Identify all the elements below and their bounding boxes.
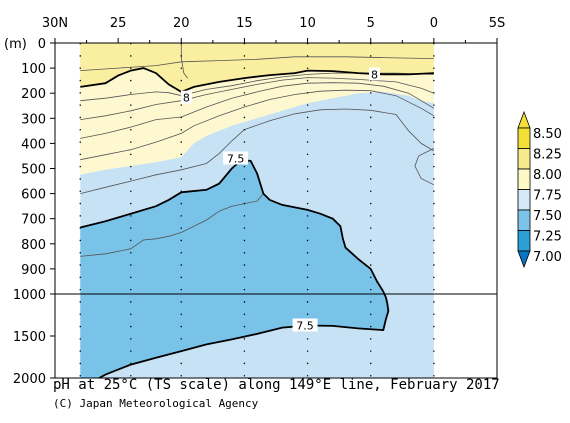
- contour-label-bg: [223, 151, 249, 165]
- contour-label-bg: [292, 318, 318, 332]
- colorbar-level-label: 8.25: [533, 148, 562, 163]
- y-tick-label: 500: [21, 163, 46, 178]
- contour-label: 7.5: [227, 152, 245, 165]
- x-tick-label: 15: [236, 16, 253, 31]
- x-tick-label: 25: [110, 16, 127, 31]
- contour-line-thin-7: [414, 148, 435, 186]
- colorbar-segment: [517, 168, 531, 190]
- colorbar-segment: [517, 209, 531, 231]
- colorbar-bottom-extension: [517, 250, 531, 269]
- y-tick-label: 2000: [13, 372, 46, 387]
- colorbar: 8.50 8.25 8.00 7.75 7.50 7.25 7.00: [517, 110, 562, 269]
- contour-line-thin-5: [80, 89, 435, 161]
- y-tick-label: 0: [38, 37, 46, 52]
- contour-label-bg: [180, 90, 192, 104]
- y-tick-label: 200: [21, 87, 46, 102]
- band-8-00-to-8-25: [80, 43, 434, 92]
- contour-fill-layer: [80, 43, 434, 378]
- x-tick-label: 5S: [489, 16, 506, 31]
- contour-line-8: [80, 67, 434, 93]
- x-tick-label: 20: [173, 16, 190, 31]
- colorbar-level-label: 8.50: [533, 127, 562, 142]
- x-tick-label: 5: [367, 16, 375, 31]
- y-axis-unit: (m): [4, 37, 27, 52]
- colorbar-level-label: 7.00: [533, 250, 562, 265]
- chart-title: pH at 25°C (TS scale) along 149°E line, …: [53, 377, 500, 393]
- contour-line-thin-4: [80, 82, 435, 139]
- chart-credit: (C) Japan Meteorological Agency: [53, 397, 259, 410]
- y-tick-label: 900: [21, 263, 46, 278]
- colorbar-segment: [517, 127, 531, 149]
- y-tick-label: 300: [21, 112, 46, 127]
- x-tick-label: 0: [430, 16, 438, 31]
- colorbar-segment: [517, 189, 531, 211]
- contour-label: 8: [371, 68, 378, 81]
- contour-line-layer: [80, 43, 435, 379]
- contour-label-bg: [369, 67, 381, 81]
- contour-line-thin-3: [80, 77, 435, 120]
- contour-line-thin-6: [80, 108, 435, 194]
- colorbar-level-label: 7.25: [533, 230, 562, 245]
- y-tick-label: 800: [21, 238, 46, 253]
- y-tick-label: 600: [21, 188, 46, 203]
- colorbar-level-label: 7.50: [533, 209, 562, 224]
- y-tick-label: 700: [21, 213, 46, 228]
- x-tick-label: 10: [299, 16, 316, 31]
- contour-line-thin-0: [180, 43, 188, 79]
- contour-line-thin-1: [80, 56, 434, 71]
- colorbar-segment: [517, 230, 531, 252]
- colorbar-top-extension: [517, 110, 531, 129]
- y-tick-label: 1000: [13, 288, 46, 303]
- colorbar-segment: [517, 148, 531, 170]
- axes-layer: 30N 25 20 15 10 5 0 5S 0 100 200 300 400 500 600 700 800…: [4, 16, 505, 387]
- y-tick-label: 400: [21, 137, 46, 152]
- contour-label: 8: [183, 92, 190, 105]
- contour-line-thin-8: [80, 193, 264, 257]
- y-tick-label: 1500: [13, 330, 46, 345]
- colorbar-level-label: 8.00: [533, 168, 562, 183]
- y-tick-label: 100: [21, 62, 46, 77]
- contour-line-7-5: [80, 158, 390, 379]
- contour-label-layer: 8 8 7.5 7.5: [180, 67, 381, 333]
- contour-label: 7.5: [296, 320, 314, 333]
- x-tick-label: 30N: [42, 16, 68, 31]
- colorbar-level-label: 7.75: [533, 189, 562, 204]
